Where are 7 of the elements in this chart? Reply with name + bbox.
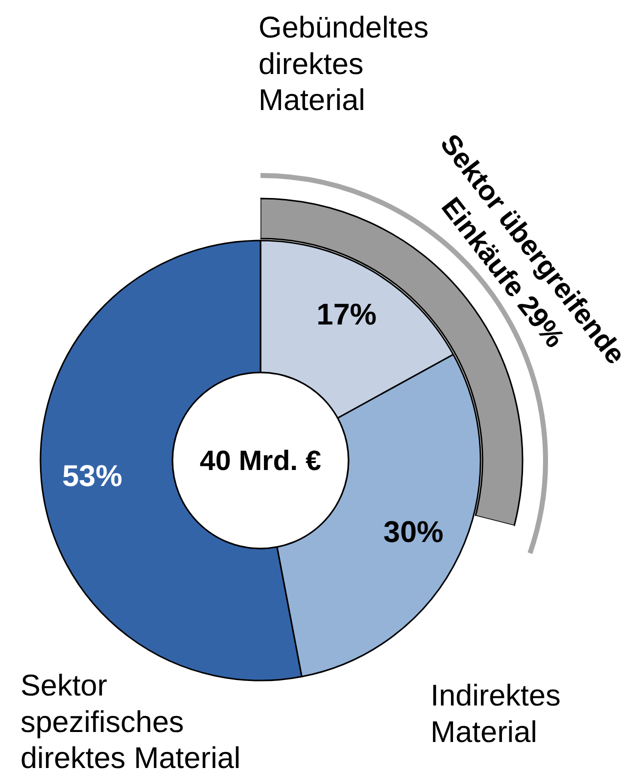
data-label: 17% <box>316 298 377 332</box>
slice-label: Indirektes Material <box>430 680 561 749</box>
slice-label: Sektor spezifisches direktes Material <box>20 670 241 776</box>
text: 40 Mrd. € <box>200 445 322 476</box>
data-label: 30% <box>383 516 444 549</box>
slice-label: Gebündeltes direktes Material <box>258 12 429 118</box>
data-label: 53% <box>62 460 122 493</box>
